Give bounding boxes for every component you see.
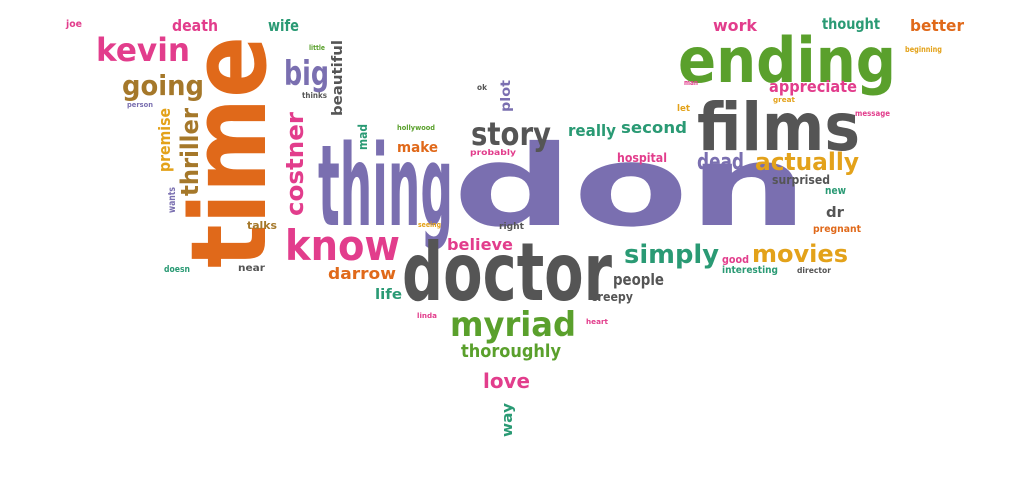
cloud-word-seeing: seeing <box>418 221 441 229</box>
cloud-word-dead: dead <box>697 150 744 175</box>
cloud-word-life: life <box>375 287 402 303</box>
cloud-word-plot: plot <box>499 80 514 112</box>
cloud-word-love: love <box>483 369 530 393</box>
cloud-word-death: death <box>172 16 218 35</box>
cloud-word-dr: dr <box>826 205 844 221</box>
cloud-word-second: second <box>621 118 687 137</box>
cloud-word-simply: simply <box>624 240 719 270</box>
cloud-word-ending: ending <box>678 24 896 97</box>
cloud-word-hollywood: hollywood <box>397 124 435 132</box>
cloud-word-thought: thought <box>822 15 880 33</box>
cloud-word-don: don <box>453 122 808 252</box>
cloud-word-good: good <box>722 253 749 266</box>
cloud-word-wife: wife <box>268 16 299 35</box>
cloud-word-believe: believe <box>447 235 513 254</box>
cloud-word-interesting: interesting <box>722 265 778 276</box>
cloud-word-person: person <box>127 101 153 109</box>
cloud-word-kevin: kevin <box>96 31 190 69</box>
cloud-word-premise: premise <box>155 108 174 172</box>
cloud-word-really: really <box>568 121 617 140</box>
cloud-word-mad: mad <box>356 124 370 150</box>
cloud-word-doctor: doctor <box>402 226 612 319</box>
cloud-word-man: man <box>684 79 698 87</box>
cloud-word-let: let <box>677 104 691 114</box>
cloud-word-right: right <box>499 222 525 232</box>
cloud-word-director: director <box>797 266 831 275</box>
cloud-word-wants: wants <box>167 187 178 213</box>
cloud-word-work: work <box>713 16 757 35</box>
cloud-word-ok: ok <box>477 83 488 92</box>
cloud-word-people: people <box>613 270 664 289</box>
cloud-word-costner: costner <box>281 112 309 216</box>
cloud-word-way: way <box>500 403 516 437</box>
cloud-word-near: near <box>238 263 265 274</box>
cloud-word-beautiful: beautiful <box>330 40 346 116</box>
cloud-word-talks: talks <box>247 219 277 232</box>
cloud-word-probably: probably <box>470 148 517 157</box>
cloud-word-surprised: surprised <box>772 173 830 187</box>
cloud-word-doesn: doesn <box>164 265 190 275</box>
cloud-word-appreciate: appreciate <box>769 77 857 96</box>
cloud-word-better: better <box>910 16 964 35</box>
cloud-word-creepy: creepy <box>591 290 633 304</box>
cloud-word-story: story <box>471 115 551 153</box>
cloud-word-joe: joe <box>65 19 82 30</box>
cloud-word-beginning: beginning <box>905 45 942 54</box>
cloud-word-going: going <box>122 69 204 102</box>
cloud-word-know: know <box>285 221 400 270</box>
cloud-word-message: message <box>855 109 890 118</box>
cloud-word-thoroughly: thoroughly <box>461 341 561 362</box>
cloud-word-hospital: hospital <box>617 151 667 165</box>
cloud-word-movies: movies <box>752 240 848 268</box>
cloud-word-heart: heart <box>586 318 609 326</box>
cloud-word-actually: actually <box>755 148 859 176</box>
cloud-word-time: time <box>168 36 290 268</box>
cloud-word-darrow: darrow <box>328 264 396 283</box>
cloud-word-myriad: myriad <box>450 305 576 345</box>
cloud-word-pregnant: pregnant <box>813 224 861 235</box>
cloud-word-new: new <box>825 184 846 197</box>
cloud-word-little: little <box>309 44 325 52</box>
cloud-word-thinks: thinks <box>302 91 327 100</box>
cloud-word-thing: thing <box>318 122 453 252</box>
cloud-word-films: films <box>697 89 860 166</box>
cloud-word-linda: linda <box>417 312 437 320</box>
cloud-word-make: make <box>397 140 438 156</box>
cloud-word-thriller: thriller <box>176 108 204 196</box>
cloud-word-big: big <box>284 54 329 94</box>
cloud-word-great: great <box>773 96 796 104</box>
